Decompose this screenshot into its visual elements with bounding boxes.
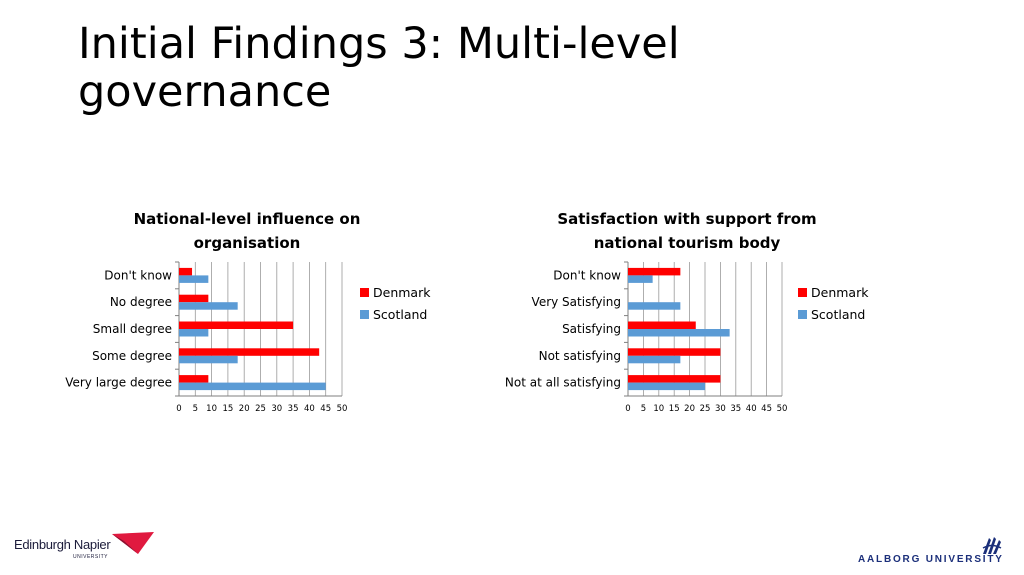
x-tick-label: 20: [684, 404, 695, 414]
legend-swatch: [360, 288, 369, 297]
x-tick-label: 0: [625, 404, 630, 414]
legend-swatch: [360, 310, 369, 319]
x-tick-label: 10: [206, 404, 217, 414]
chart-satisfaction-support: Satisfaction with support from national t…: [480, 200, 900, 430]
x-tick-label: 25: [255, 404, 266, 414]
bar-denmark: [179, 321, 294, 329]
x-tick-label: 30: [271, 404, 282, 414]
chart-svg: Satisfaction with support from national t…: [505, 210, 869, 414]
bar-denmark: [628, 375, 721, 383]
x-tick-label: 15: [222, 404, 233, 414]
x-tick-label: 40: [304, 404, 315, 414]
x-tick-label: 50: [337, 404, 348, 414]
logo-right-name: AALBORG UNIVERSITY: [858, 554, 1004, 565]
napier-chevron-icon: [112, 532, 154, 554]
x-tick-label: 30: [715, 404, 726, 414]
bar-scotland: [628, 355, 681, 364]
category-label: Very large degree: [65, 376, 172, 390]
edinburgh-napier-logo: Edinburgh Napier UNIVERSITY: [14, 528, 154, 564]
x-tick-label: 45: [761, 404, 772, 414]
x-tick-label: 35: [288, 404, 299, 414]
x-tick-label: 5: [641, 404, 646, 414]
logo-left-name: Edinburgh Napier: [14, 537, 111, 552]
aalborg-university-logo: AALBORG UNIVERSITY: [858, 534, 1018, 568]
bar-denmark: [179, 375, 209, 383]
x-tick-label: 25: [700, 404, 711, 414]
legend-swatch: [798, 288, 807, 297]
x-tick-label: 5: [193, 404, 198, 414]
category-label: Small degree: [93, 322, 172, 336]
category-label: Not satisfying: [539, 349, 621, 363]
chart-title-line: national tourism body: [594, 234, 781, 252]
chart-title-line: organisation: [194, 234, 301, 252]
chart-national-influence: National-level influence on organisation 0…: [40, 200, 460, 430]
category-label: Some degree: [92, 349, 172, 363]
legend-swatch: [798, 310, 807, 319]
x-tick-label: 20: [239, 404, 250, 414]
bar-scotland: [179, 275, 209, 283]
x-tick-label: 15: [669, 404, 680, 414]
x-tick-label: 40: [746, 404, 757, 414]
legend-label: Denmark: [373, 285, 431, 300]
chart-svg: National-level influence on organisation 0…: [65, 210, 431, 414]
chart-title-line: Satisfaction with support from: [557, 210, 816, 228]
aalborg-wave-icon: [982, 537, 1002, 554]
category-label: Satisfying: [562, 322, 621, 336]
bar-denmark: [179, 348, 320, 356]
bar-scotland: [628, 275, 653, 283]
bar-scotland: [628, 382, 705, 391]
x-tick-label: 45: [320, 404, 331, 414]
legend-label: Scotland: [373, 307, 427, 322]
bar-scotland: [179, 302, 238, 310]
bar-denmark: [179, 294, 209, 303]
bar-scotland: [179, 329, 209, 337]
category-label: Not at all satisfying: [505, 376, 621, 390]
x-tick-label: 10: [653, 404, 664, 414]
bar-scotland: [179, 382, 326, 391]
category-label: Very Satisfying: [532, 295, 621, 309]
x-tick-label: 0: [176, 404, 181, 414]
bar-denmark: [628, 267, 681, 276]
legend-label: Denmark: [811, 285, 869, 300]
category-label: No degree: [110, 295, 172, 309]
legend-label: Scotland: [811, 307, 865, 322]
x-tick-label: 35: [730, 404, 741, 414]
bar-scotland: [628, 329, 730, 337]
bar-denmark: [179, 267, 193, 276]
slide-title: Initial Findings 3: Multi-level governan…: [78, 19, 680, 117]
x-tick-label: 50: [777, 404, 788, 414]
category-label: Don't know: [104, 268, 172, 282]
bar-denmark: [628, 321, 696, 329]
chart-title-line: National-level influence on: [134, 210, 361, 228]
bar-scotland: [628, 302, 681, 310]
category-label: Don't know: [553, 268, 621, 282]
bar-scotland: [179, 355, 238, 364]
bar-denmark: [628, 348, 721, 356]
logo-left-sub: UNIVERSITY: [73, 554, 109, 560]
